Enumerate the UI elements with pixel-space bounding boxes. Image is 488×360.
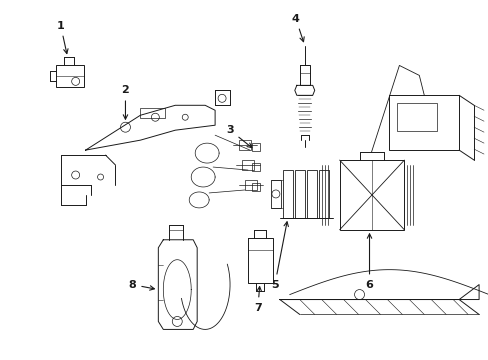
Bar [244, 180, 256, 190]
Text: 6: 6 [365, 234, 373, 289]
Text: 3: 3 [226, 125, 251, 148]
Bar [282, 170, 292, 218]
Bar [270, 180, 280, 208]
Bar [242, 160, 253, 170]
Bar [339, 160, 404, 230]
Bar [388, 95, 458, 150]
Bar [251, 183, 260, 191]
Bar [397, 103, 436, 131]
Bar [239, 140, 250, 150]
Bar [140, 108, 165, 118]
Text: 4: 4 [291, 14, 304, 42]
Bar [294, 170, 304, 218]
Bar [306, 170, 316, 218]
Bar [318, 170, 328, 218]
Bar [251, 143, 260, 151]
Text: 2: 2 [122, 85, 129, 119]
Text: 5: 5 [270, 222, 288, 289]
Text: 1: 1 [57, 21, 68, 54]
Text: 7: 7 [254, 287, 261, 312]
Bar [56, 66, 83, 87]
Bar [251, 163, 260, 171]
Text: 8: 8 [128, 280, 154, 290]
